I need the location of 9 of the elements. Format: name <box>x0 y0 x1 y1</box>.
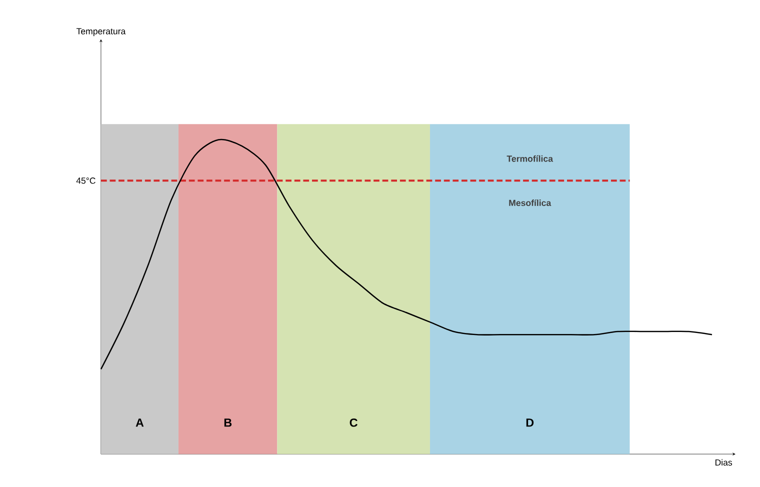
annotation: Mesofílica <box>509 199 552 206</box>
annotation: A <box>136 418 144 426</box>
annotation: Termofílica <box>506 155 554 162</box>
x-axis-title: Dias <box>715 458 732 466</box>
annotation: C <box>350 418 358 427</box>
ref-line-label: 45°C <box>76 177 96 184</box>
text: Temperatura <box>76 28 126 36</box>
annotation: B <box>224 418 232 426</box>
annotation: D <box>526 418 534 426</box>
